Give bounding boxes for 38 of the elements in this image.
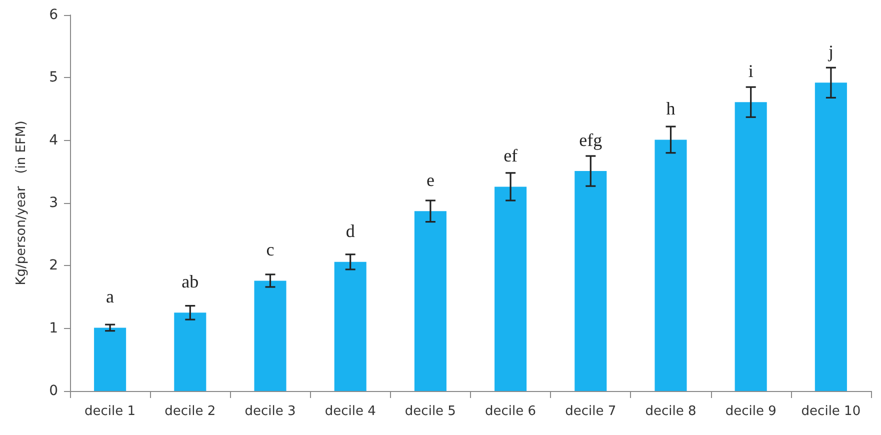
x-tick-label: decile 10	[801, 404, 861, 419]
x-tick-label: decile 8	[645, 404, 696, 419]
bar	[414, 211, 446, 391]
bar	[254, 280, 286, 391]
x-tick-label: decile 4	[324, 404, 376, 419]
x-tick-label: decile 7	[565, 404, 616, 419]
data-label: e	[426, 170, 434, 190]
data-label: i	[748, 61, 754, 82]
bar	[814, 82, 847, 391]
data-label: ef	[504, 146, 518, 166]
y-tick-label: 5	[49, 70, 58, 86]
bar	[494, 186, 527, 391]
x-tick-label: decile 6	[485, 404, 536, 419]
y-tick-label: 1	[49, 320, 58, 336]
bar	[734, 102, 767, 391]
data-label: d	[346, 220, 355, 241]
data-label: h	[666, 98, 676, 119]
y-tick-label: 6	[49, 7, 58, 23]
bar	[94, 328, 126, 391]
x-tick-label: decile 3	[244, 404, 296, 419]
bar	[174, 312, 206, 391]
data-label: a	[106, 286, 114, 307]
bar	[654, 140, 687, 391]
x-tick-label: decile 9	[725, 404, 776, 419]
y-tick-label: 3	[49, 195, 58, 211]
x-tick-label: decile 1	[84, 404, 136, 419]
data-label: efg	[579, 130, 602, 150]
y-tick-label: 2	[49, 258, 58, 274]
y-tick-label: 4	[49, 132, 58, 148]
data-label: c	[266, 240, 274, 260]
bar	[334, 262, 366, 391]
bar	[574, 171, 607, 391]
data-label: j	[827, 42, 834, 62]
x-tick-label: decile 5	[404, 404, 456, 419]
y-axis-title: Kg/person/year (in EFM)	[14, 120, 29, 286]
y-tick-label: 0	[49, 383, 58, 399]
x-tick-label: decile 2	[164, 404, 216, 419]
data-label: ab	[182, 272, 199, 292]
